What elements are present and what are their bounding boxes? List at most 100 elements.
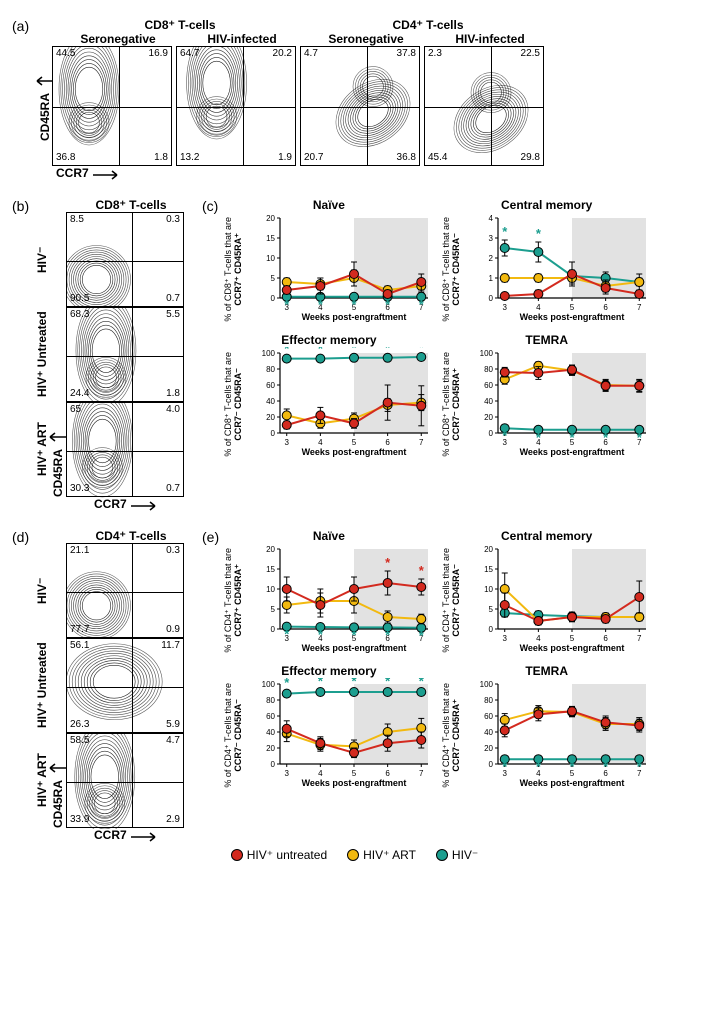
y-axis-label: CD45RA [50, 402, 66, 497]
svg-text:7: 7 [637, 303, 642, 312]
svg-text:0: 0 [488, 625, 493, 634]
svg-text:4: 4 [536, 303, 541, 312]
chart-title: Naïve [313, 198, 345, 212]
svg-text:5: 5 [352, 438, 357, 447]
panel-c-label: (c) [202, 198, 224, 214]
chart-svg: 0510152034567Weeks post-engraftment [462, 543, 652, 658]
panel-a: (a) CD8⁺ T-cellsCD4⁺ T-cells Seronegativ… [12, 18, 697, 180]
svg-text:0: 0 [488, 294, 493, 303]
quadrant-value: 22.5 [521, 49, 540, 59]
chart-svg: 02040608010034567*****Weeks post-engraft… [462, 678, 652, 793]
panel-d-x-axis-text: CCR7 [94, 828, 127, 842]
svg-text:Weeks post-engraftment: Weeks post-engraftment [301, 447, 406, 457]
svg-text:20: 20 [484, 545, 493, 554]
svg-text:80: 80 [266, 365, 275, 374]
svg-text:4: 4 [318, 769, 323, 778]
line-chart: TEMRA% of CD8⁺ T-cells that areCCR7⁻ CD4… [442, 333, 652, 462]
quadrant-value: 44.5 [56, 49, 75, 59]
panel-a-top-titles: CD8⁺ T-cellsCD4⁺ T-cells [56, 18, 552, 32]
svg-text:15: 15 [266, 234, 275, 243]
quadrant-value: 65 [70, 405, 81, 415]
panel-b-x-axis-text: CCR7 [94, 497, 127, 511]
panel-d-content: CD4⁺ T-cells HIV⁻21.10.377.70.9HIV⁺ Untr… [34, 529, 184, 842]
chart-svg: 02040608010034567*****Weeks post-engraft… [244, 678, 434, 793]
svg-text:20: 20 [484, 413, 493, 422]
facs-plot: 56.111.726.35.9 [66, 638, 184, 733]
chart-svg: 02040608010034567*****Weeks post-engraft… [244, 347, 434, 462]
facs-row: HIV⁻21.10.377.70.9 [34, 543, 184, 638]
panel-c-grid: Naïve% of CD8⁺ T-cells that areCCR7⁺ CD4… [224, 198, 652, 462]
chart-svg: 0510152034567*******Weeks post-engraftme… [244, 543, 434, 658]
panel-a-x-axis: CCR7 [56, 166, 552, 180]
row-label: HIV⁻ [34, 543, 50, 638]
svg-text:Weeks post-engraftment: Weeks post-engraftment [519, 447, 624, 457]
svg-text:*: * [535, 226, 541, 241]
facs-row: HIV⁺ ARTCD45RA58.54.733.92.9 [34, 733, 184, 828]
panel-a-content: CD8⁺ T-cellsCD4⁺ T-cells SeronegativeHIV… [38, 18, 552, 180]
chart-y-label: % of CD4⁺ T-cells that areCCR7⁺ CD45RA⁺ [224, 548, 244, 653]
quadrant-value: 21.1 [70, 546, 89, 556]
panel-a-y-axis-text: CD45RA [38, 93, 52, 141]
svg-text:0: 0 [488, 429, 493, 438]
legend-item: HIV⁻ [436, 848, 478, 862]
panel-b-x-axis: CCR7 [94, 497, 184, 511]
facs-row: HIV⁻8.50.390.50.7 [34, 212, 184, 307]
svg-text:0: 0 [270, 294, 275, 303]
chart-title: Effector memory [281, 664, 376, 678]
svg-text:10: 10 [266, 254, 275, 263]
panel-b-content: CD8⁺ T-cells HIV⁻8.50.390.50.7HIV⁺ Untre… [34, 198, 184, 511]
svg-text:3: 3 [284, 438, 289, 447]
quadrant-value: 20.2 [273, 49, 292, 59]
facs-plot: 8.50.390.50.7 [66, 212, 184, 307]
chart-title: TEMRA [525, 664, 568, 678]
facs-plot: 65 4.0 30.3 0.7 [66, 402, 184, 497]
panel-d-rows: HIV⁻21.10.377.70.9HIV⁺ Untreated56.111.7… [34, 543, 184, 828]
quadrant-value: 20.7 [304, 153, 323, 163]
panel-de-row: (d) CD4⁺ T-cells HIV⁻21.10.377.70.9HIV⁺ … [12, 529, 697, 842]
facs-plot: 4.737.820.736.8 [300, 46, 420, 166]
quadrant-value: 0.7 [166, 484, 180, 494]
panel-b: (b) CD8⁺ T-cells HIV⁻8.50.390.50.7HIV⁺ U… [12, 198, 184, 511]
chart-row: Naïve% of CD4⁺ T-cells that areCCR7⁺ CD4… [224, 529, 652, 658]
svg-text:5: 5 [352, 769, 357, 778]
svg-text:20: 20 [266, 214, 275, 223]
panel-a-sub-title: Seronegative [304, 32, 428, 46]
svg-text:4: 4 [318, 438, 323, 447]
chart-title: Central memory [501, 529, 592, 543]
svg-text:5: 5 [270, 274, 275, 283]
panel-d-x-axis: CCR7 [94, 828, 184, 842]
quadrant-value: 0.3 [166, 546, 180, 556]
svg-text:3: 3 [284, 769, 289, 778]
panel-d: (d) CD4⁺ T-cells HIV⁻21.10.377.70.9HIV⁺ … [12, 529, 184, 842]
chart-y-label: % of CD4⁺ T-cells that areCCR7⁻ CD45RA⁻ [224, 683, 244, 788]
facs-plot: 64.720.213.21.9 [176, 46, 296, 166]
svg-text:6: 6 [603, 303, 608, 312]
quadrant-value: 30.3 [70, 484, 89, 494]
chart-row: Effector memory % of CD4⁺ T-cells that ar… [224, 664, 652, 793]
panel-c: (c) Naïve% of CD8⁺ T-cells that areCCR7⁺… [202, 198, 652, 462]
legend-item: HIV⁺ ART [347, 848, 416, 862]
line-chart: Central memory% of CD8⁺ T-cells that are… [442, 198, 652, 327]
svg-text:40: 40 [484, 728, 493, 737]
chart-y-label: % of CD4⁺ T-cells that areCCR7⁻ CD45RA⁺ [442, 683, 462, 788]
quadrant-value: 64.7 [180, 49, 199, 59]
line-chart: Naïve% of CD4⁺ T-cells that areCCR7⁺ CD4… [224, 529, 434, 658]
chart-y-label: % of CD8⁺ T-cells that areCCR7⁻ CD45RA⁻ [224, 352, 244, 457]
svg-text:60: 60 [266, 712, 275, 721]
quadrant-value: 4.0 [166, 405, 180, 415]
quadrant-value: 11.7 [161, 641, 180, 651]
y-axis-label: CD45RA [50, 733, 66, 828]
quadrant-value: 1.8 [154, 153, 168, 163]
svg-text:80: 80 [484, 365, 493, 374]
svg-text:10: 10 [266, 585, 275, 594]
panel-e: (e) Naïve% of CD4⁺ T-cells that areCCR7⁺… [202, 529, 652, 793]
quadrant-value: 2.9 [166, 815, 180, 825]
arrow-icon [129, 501, 159, 511]
y-axis-label [50, 307, 66, 402]
chart-svg: 02040608010034567*****Weeks post-engraft… [462, 347, 652, 462]
svg-text:Weeks post-engraftment: Weeks post-engraftment [519, 312, 624, 322]
svg-text:4: 4 [488, 214, 493, 223]
svg-text:Weeks post-engraftment: Weeks post-engraftment [301, 312, 406, 322]
panel-a-group-title: CD8⁺ T-cells [56, 18, 304, 32]
svg-text:0: 0 [270, 429, 275, 438]
